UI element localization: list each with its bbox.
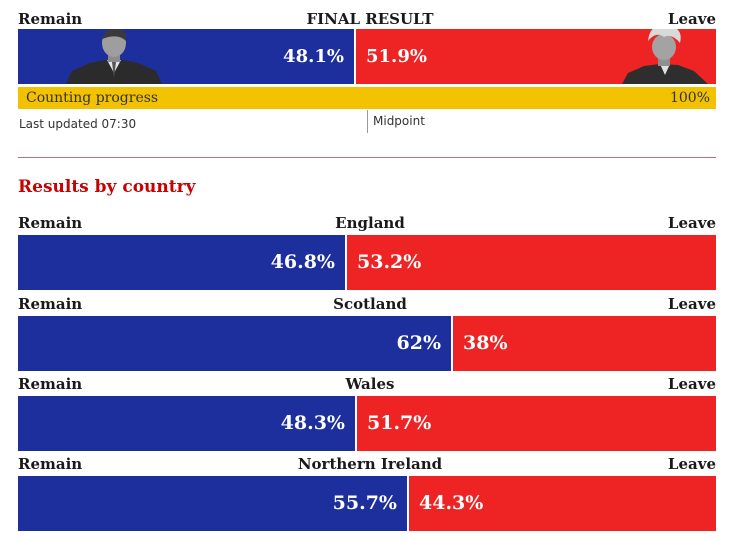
country-remain-pct: 55.7% [332,492,397,514]
country-leave-pct: 44.3% [419,492,484,514]
country-row-wales: Remain Wales Leave 48.3% 51.7% [0,375,740,455]
country-name: Northern Ireland [297,455,443,473]
country-remain-pct: 48.3% [280,412,345,434]
final-leave-label: Leave [667,10,716,28]
politician-photo-leave [622,29,708,84]
final-result-bar: 48.1% 51.9% [18,29,716,84]
country-leave-label: Leave [667,295,716,313]
country-remain-pct: 46.8% [270,251,335,273]
country-leave-label: Leave [667,455,716,473]
country-remain-bar: 48.3% [18,396,355,451]
politician-photo-remain [66,29,162,84]
final-remain-segment: 48.1% [18,29,354,84]
counting-progress-label: Counting progress [26,90,159,106]
final-result-title: FINAL RESULT [306,10,434,28]
country-remain-pct: 62% [396,332,442,354]
country-leave-bar: 51.7% [357,396,716,451]
country-leave-bar: 38% [453,316,716,371]
country-leave-label: Leave [667,214,716,232]
country-remain-label: Remain [18,455,83,473]
country-leave-label: Leave [667,375,716,393]
section-title: Results by country [18,177,196,197]
counting-progress-value: 100% [669,90,710,106]
final-leave-pct: 51.9% [366,46,427,67]
midpoint-label: Midpoint [373,114,425,128]
country-leave-pct: 38% [463,332,508,354]
country-name: Wales [345,375,395,393]
country-row-scotland: Remain Scotland Leave 62% 38% [0,295,740,375]
country-leave-bar: 53.2% [347,235,716,290]
final-remain-pct: 48.1% [283,46,344,67]
country-leave-pct: 53.2% [357,251,422,273]
country-remain-bar: 46.8% [18,235,345,290]
final-leave-segment: 51.9% [356,29,716,84]
country-row-northern-ireland: Remain Northern Ireland Leave 55.7% 44.3% [0,455,740,535]
country-remain-label: Remain [18,295,83,313]
last-updated-text: Last updated 07:30 [19,117,137,131]
country-remain-label: Remain [18,214,83,232]
final-remain-label: Remain [18,10,83,28]
country-name: Scotland [333,295,407,313]
country-name: England [335,214,405,232]
country-remain-label: Remain [18,375,83,393]
country-row-england: Remain England Leave 46.8% 53.2% [0,214,740,294]
counting-progress-bar: Counting progress 100% [18,87,716,109]
country-remain-bar: 55.7% [18,476,407,531]
country-remain-bar: 62% [18,316,451,371]
midpoint-marker [367,110,368,133]
section-divider [18,157,716,158]
country-leave-bar: 44.3% [409,476,716,531]
counting-progress-fill [18,87,716,109]
country-leave-pct: 51.7% [367,412,432,434]
